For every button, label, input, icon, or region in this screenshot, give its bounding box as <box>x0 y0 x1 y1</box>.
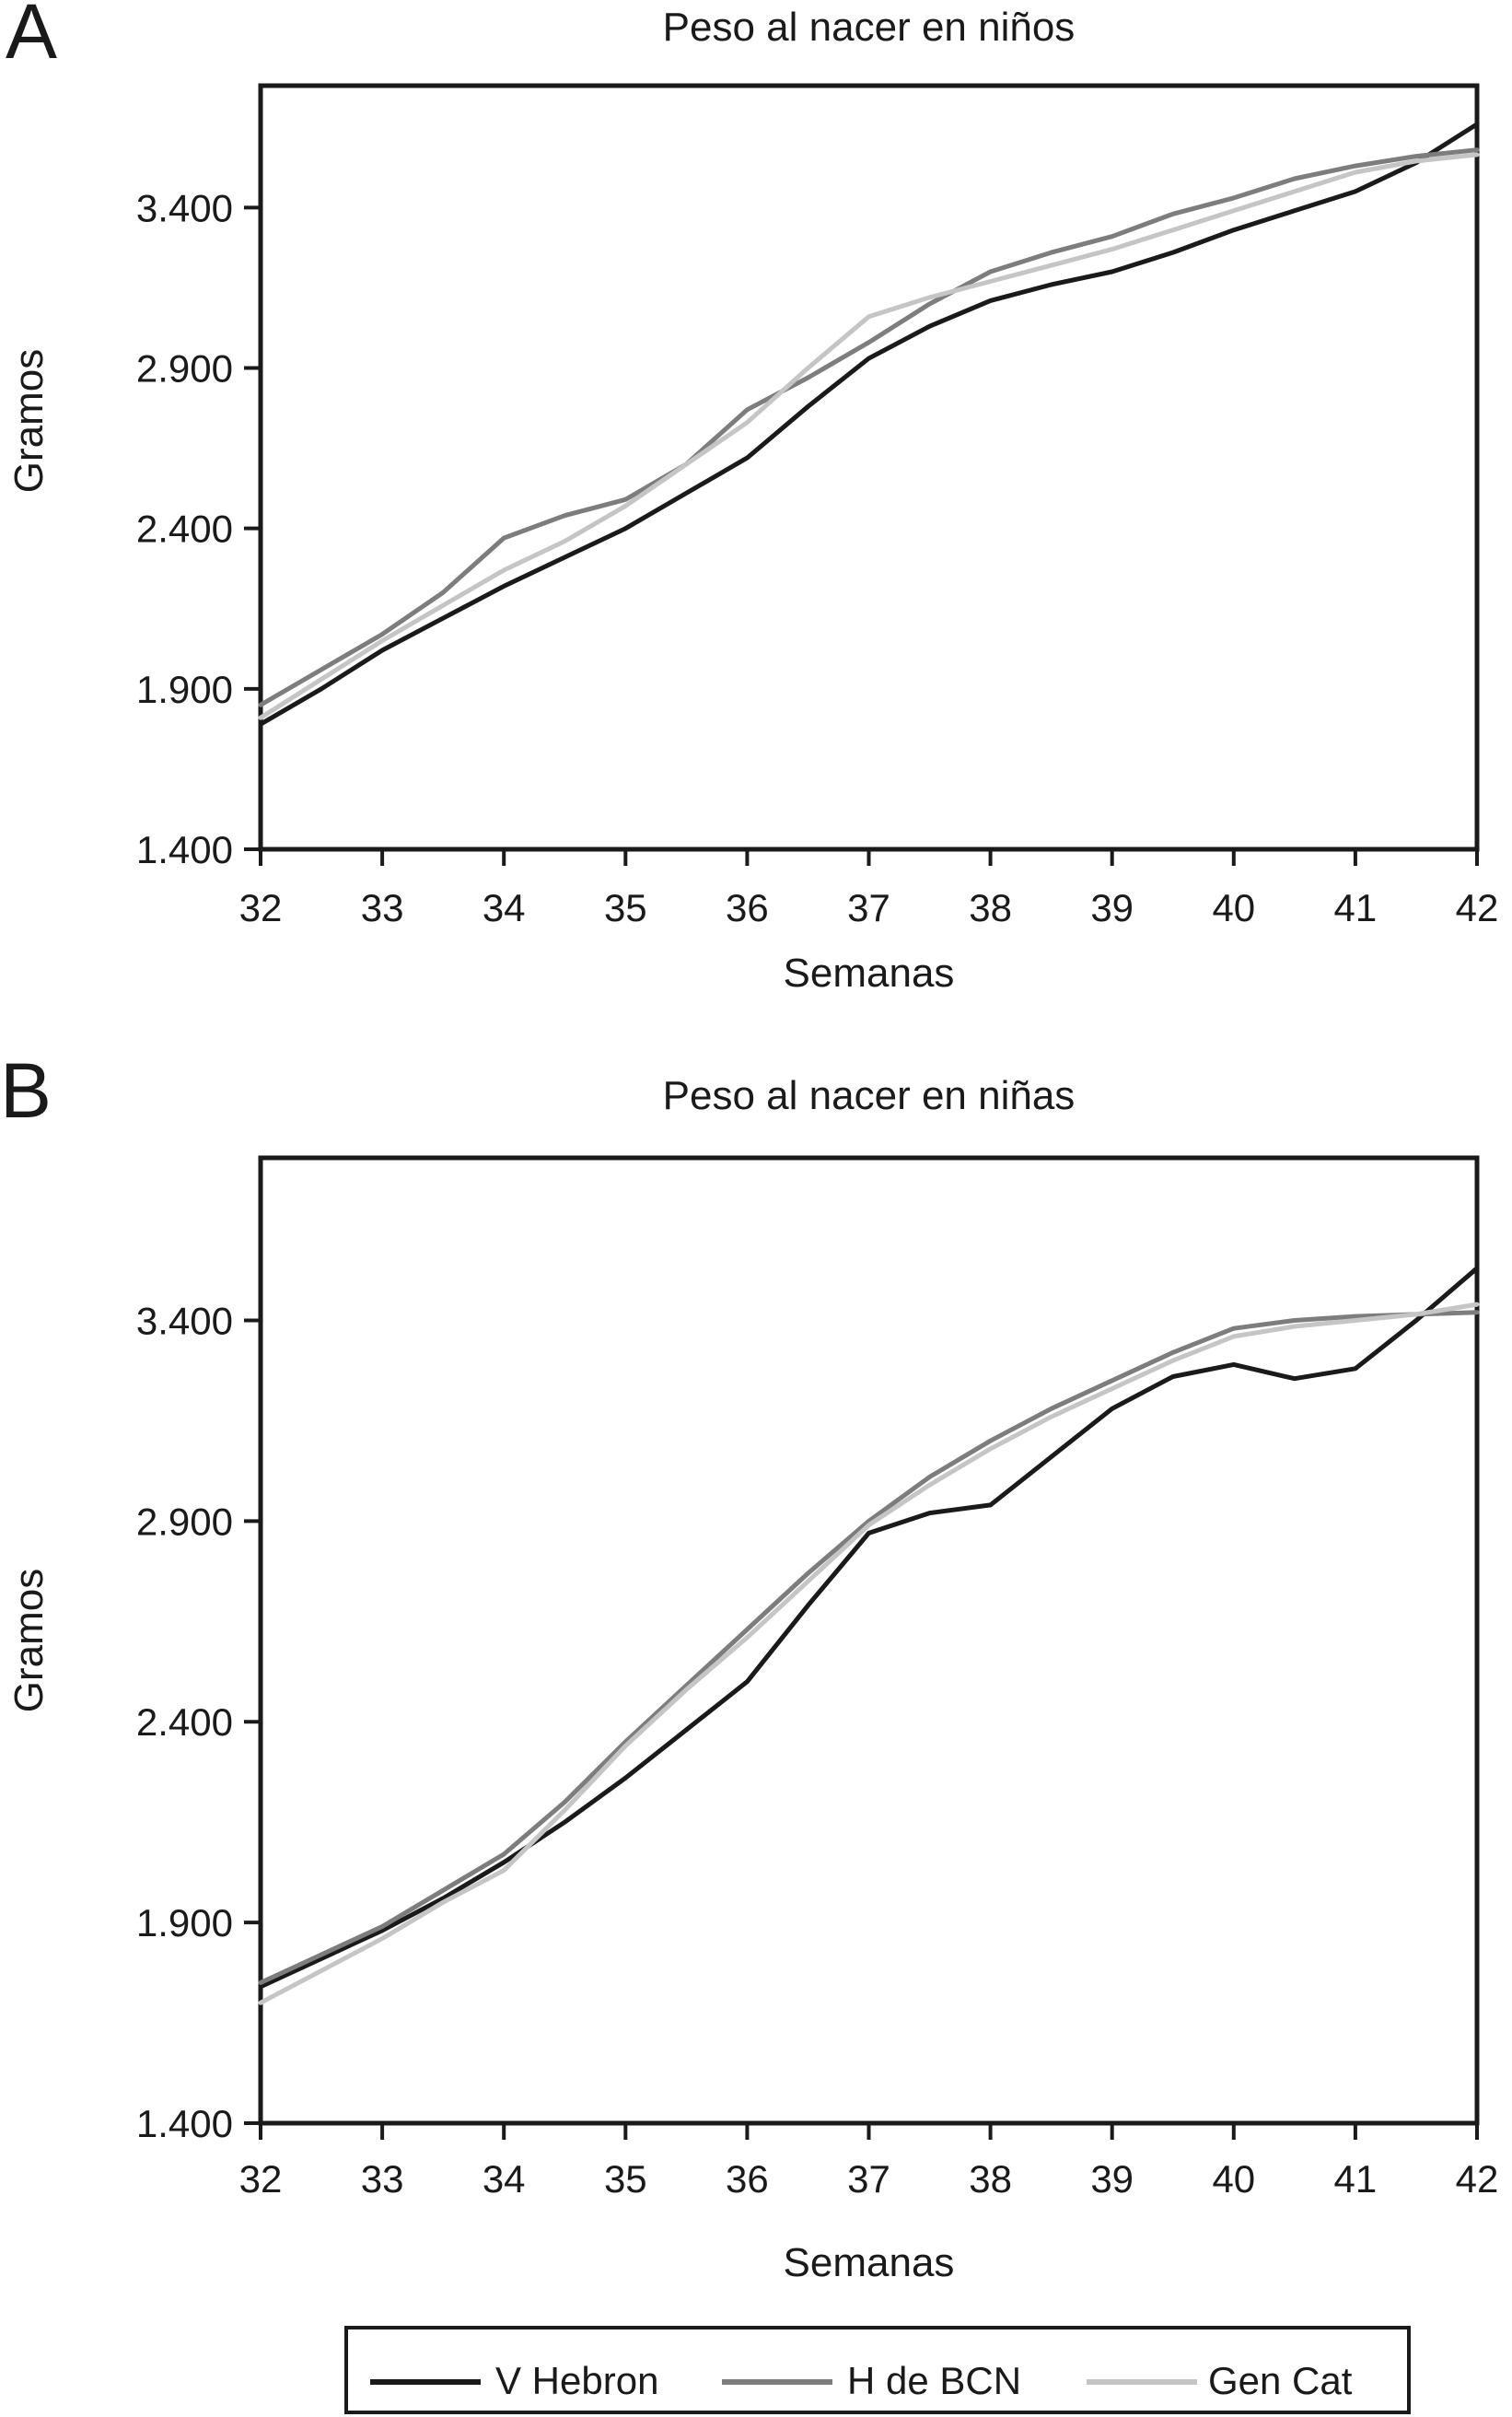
series-line-h-de-bcn <box>258 1310 1480 1985</box>
x-tick-label: 40 <box>1212 2157 1255 2201</box>
panel-b-ylabel: Gramos <box>6 1568 52 1713</box>
x-tick-label: 34 <box>483 2157 526 2201</box>
legend-label-h-de-bcn: H de BCN <box>847 2359 1022 2402</box>
legend-label-v-hebron: V Hebron <box>495 2359 659 2402</box>
legend-box: V Hebron H de BCN Gen Cat <box>344 2326 1411 2414</box>
panel-a-plot: 1.400 1.900 2.400 2.900 3.400 32 33 34 35 36 37 38 3… <box>136 83 1499 929</box>
plot-frame <box>258 83 1480 852</box>
y-tick-label: 1.900 <box>136 1901 233 1944</box>
x-tick-label: 40 <box>1212 886 1255 929</box>
y-tick-label: 2.900 <box>136 347 233 391</box>
panel-b-title: Peso al nacer en niñas <box>662 1073 1076 1118</box>
x-tick-label: 34 <box>483 886 526 929</box>
x-tick-label: 36 <box>726 886 769 929</box>
x-tick-label: 41 <box>1334 886 1378 929</box>
y-tick-label: 1.900 <box>136 668 233 711</box>
panel-a-letter: A <box>6 0 58 75</box>
legend-line-swatch-h-de-bcn <box>722 2379 832 2385</box>
y-tick-label: 1.400 <box>136 2102 233 2145</box>
panel-a-xlabel: Semanas <box>783 951 955 996</box>
panel-b-xlabel: Semanas <box>783 2240 955 2285</box>
panel-b-letter: B <box>0 1047 52 1134</box>
y-tick-label: 3.400 <box>136 186 233 229</box>
panel-b-plot: 1.400 1.900 2.400 2.900 3.400 32 33 34 35 36 37 38 3… <box>136 1155 1499 2201</box>
series-line-v-hebron <box>258 122 1480 727</box>
series-line-h-de-bcn <box>258 147 1480 707</box>
x-tick-label: 39 <box>1090 886 1134 929</box>
x-tick-label: 39 <box>1090 2157 1134 2201</box>
legend-line-swatch-v-hebron <box>370 2379 481 2385</box>
panel-a-ylabel: Gramos <box>6 348 52 494</box>
legend-label-gen-cat: Gen Cat <box>1208 2359 1353 2402</box>
plot-frame <box>258 1155 1480 2126</box>
series-line-gen-cat <box>258 1302 1480 2005</box>
x-tick-label: 37 <box>847 886 890 929</box>
series-line-v-hebron <box>258 1266 1480 1990</box>
x-tick-label: 37 <box>847 2157 890 2201</box>
x-tick-label: 35 <box>604 2157 647 2201</box>
x-tick-label: 38 <box>969 2157 1012 2201</box>
x-tick-label: 32 <box>239 886 283 929</box>
x-tick-label: 42 <box>1456 886 1499 929</box>
x-tick-label: 36 <box>726 2157 769 2201</box>
x-tick-label: 33 <box>361 886 404 929</box>
x-tick-label: 35 <box>604 886 647 929</box>
x-tick-label: 41 <box>1334 2157 1378 2201</box>
x-tick-label: 38 <box>969 886 1012 929</box>
panel-a-title: Peso al nacer en niños <box>662 5 1076 50</box>
x-tick-label: 32 <box>239 2157 283 2201</box>
y-tick-label: 2.400 <box>136 1700 233 1744</box>
y-tick-label: 2.400 <box>136 508 233 551</box>
y-tick-label: 2.900 <box>136 1500 233 1543</box>
y-tick-label: 1.400 <box>136 828 233 871</box>
x-tick-label: 42 <box>1456 2157 1499 2201</box>
legend-line-swatch-gen-cat <box>1087 2379 1197 2385</box>
series-line-gen-cat <box>258 152 1480 720</box>
x-tick-label: 33 <box>361 2157 404 2201</box>
y-tick-label: 3.400 <box>136 1299 233 1342</box>
